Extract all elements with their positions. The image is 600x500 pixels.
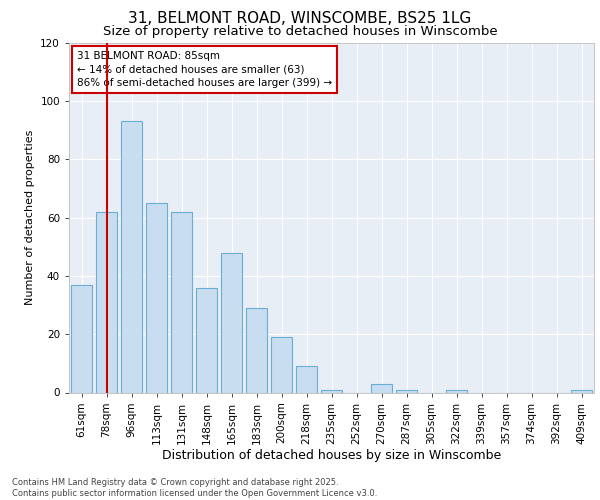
Bar <box>196 288 217 393</box>
Bar <box>371 384 392 392</box>
Bar <box>446 390 467 392</box>
Bar <box>271 337 292 392</box>
Bar <box>396 390 417 392</box>
Bar <box>321 390 342 392</box>
Bar <box>571 390 592 392</box>
Y-axis label: Number of detached properties: Number of detached properties <box>25 130 35 305</box>
Text: Size of property relative to detached houses in Winscombe: Size of property relative to detached ho… <box>103 25 497 38</box>
Text: 31 BELMONT ROAD: 85sqm
← 14% of detached houses are smaller (63)
86% of semi-det: 31 BELMONT ROAD: 85sqm ← 14% of detached… <box>77 52 332 88</box>
Bar <box>296 366 317 392</box>
Bar <box>146 203 167 392</box>
Bar <box>71 284 92 393</box>
Bar <box>121 122 142 392</box>
Bar <box>171 212 192 392</box>
Text: Contains HM Land Registry data © Crown copyright and database right 2025.
Contai: Contains HM Land Registry data © Crown c… <box>12 478 377 498</box>
Bar <box>221 252 242 392</box>
X-axis label: Distribution of detached houses by size in Winscombe: Distribution of detached houses by size … <box>162 449 501 462</box>
Bar <box>246 308 267 392</box>
Text: 31, BELMONT ROAD, WINSCOMBE, BS25 1LG: 31, BELMONT ROAD, WINSCOMBE, BS25 1LG <box>128 11 472 26</box>
Bar <box>96 212 117 392</box>
